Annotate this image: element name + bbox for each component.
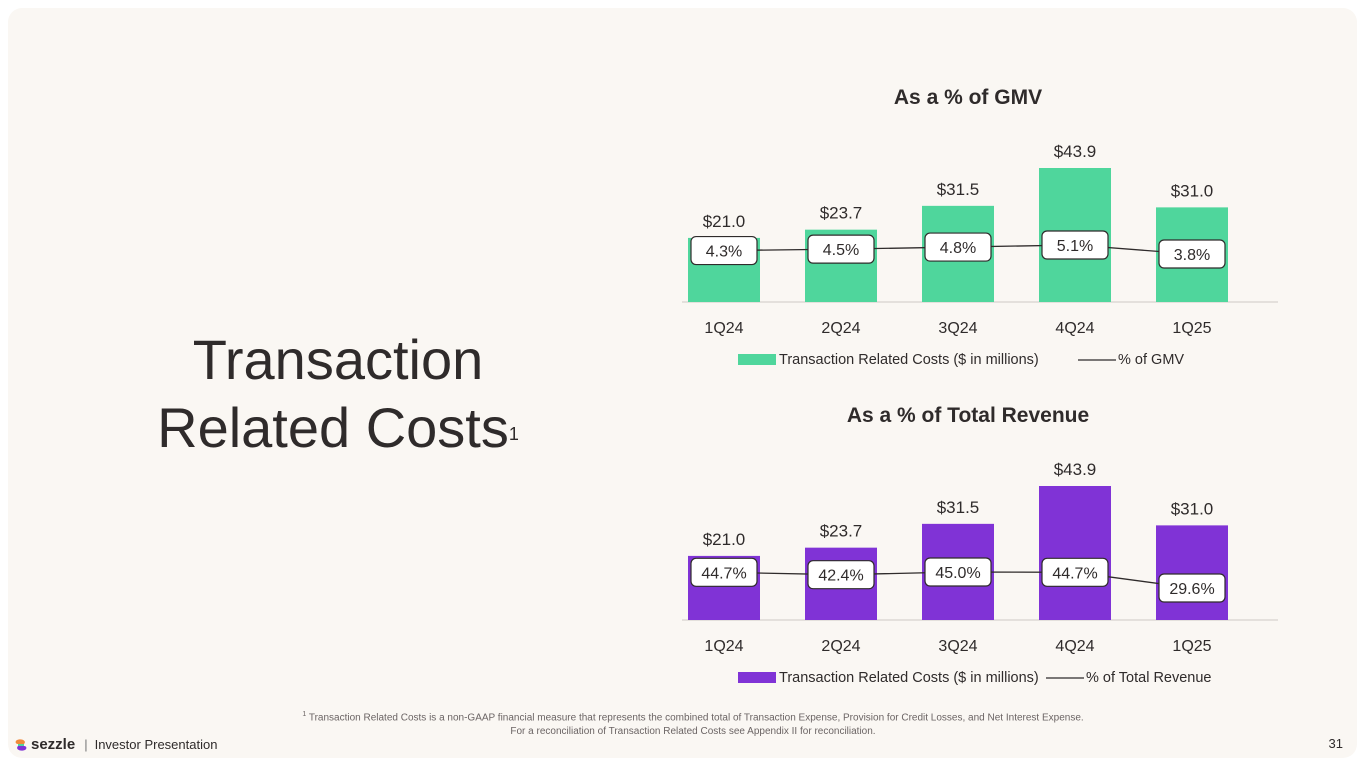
bar-value-label: $31.5 bbox=[937, 498, 980, 517]
title-footnote-marker: 1 bbox=[508, 424, 519, 444]
line-point-box bbox=[924, 232, 992, 262]
line-point-box bbox=[1158, 573, 1226, 603]
page-number: 31 bbox=[1328, 736, 1343, 751]
line-point-label: 4.3% bbox=[706, 244, 742, 261]
legend-line-label: % of GMV bbox=[1118, 352, 1184, 368]
line-point-box bbox=[807, 560, 875, 590]
line-point-box bbox=[1158, 239, 1226, 269]
legend-bar-label: Transaction Related Costs ($ in millions… bbox=[779, 670, 1039, 686]
x-tick-label: 1Q24 bbox=[704, 320, 743, 337]
bar-value-label: $23.7 bbox=[820, 522, 863, 541]
bar-value-label: $21.0 bbox=[703, 212, 746, 231]
line-point-label: 29.6% bbox=[1169, 581, 1214, 598]
x-tick-label: 4Q24 bbox=[1055, 320, 1094, 337]
legend-bar-swatch bbox=[738, 354, 776, 365]
line-point-box bbox=[690, 557, 758, 587]
legend-bar-label: Transaction Related Costs ($ in millions… bbox=[779, 352, 1039, 368]
footnote-line-2: For a reconciliation of Transaction Rela… bbox=[510, 726, 876, 738]
bar-value-label: $43.9 bbox=[1054, 142, 1097, 161]
slide: Transaction Related Costs1 As a % of GMV… bbox=[8, 8, 1357, 758]
gmv-chart-svg: $21.0 1Q24 $23.7 2Q24 $31.5 3Q24 $43.9 4Q24 $31.… bbox=[682, 142, 1278, 368]
slide-title: Transaction Related Costs1 bbox=[148, 326, 528, 462]
x-tick-label: 2Q24 bbox=[821, 638, 860, 655]
line-point-box bbox=[1041, 557, 1109, 587]
x-tick-label: 3Q24 bbox=[938, 320, 977, 337]
line-point-box bbox=[1041, 230, 1109, 260]
bar-value-label: $31.5 bbox=[937, 180, 980, 199]
footnote: 1 Transaction Related Costs is a non-GAA… bbox=[208, 708, 1178, 739]
title-line-1: Transaction bbox=[192, 328, 484, 391]
x-tick-label: 3Q24 bbox=[938, 638, 977, 655]
revenue-chart-title: As a % of Total Revenue bbox=[846, 404, 1090, 427]
bar-1q25 bbox=[1156, 525, 1228, 620]
bar-4q24 bbox=[1039, 486, 1111, 620]
line-point-label: 45.0% bbox=[935, 565, 980, 582]
bar-value-label: $31.0 bbox=[1171, 499, 1214, 518]
line-point-label: 44.7% bbox=[1052, 565, 1097, 582]
footnote-text-1: Transaction Related Costs is a non-GAAP … bbox=[308, 712, 1084, 724]
footnote-marker: 1 bbox=[302, 711, 307, 718]
line-point-label: 42.4% bbox=[818, 568, 863, 585]
gmv-chart: As a % of GMV $21.0 1Q24 $23.7 2Q24 $31.5 3Q2… bbox=[648, 80, 1288, 380]
revenue-chart-svg: $21.0 1Q24 $23.7 2Q24 $31.5 3Q24 $43.9 4Q24 $31.… bbox=[682, 460, 1278, 686]
footer-label: Investor Presentation bbox=[94, 737, 218, 752]
x-tick-label: 4Q24 bbox=[1055, 638, 1094, 655]
footnote-line-1: 1 Transaction Related Costs is a non-GAA… bbox=[208, 708, 1178, 725]
title-line-2-text: Related Costs bbox=[157, 396, 509, 459]
line-point-box bbox=[690, 235, 758, 266]
line-point-label: 3.8% bbox=[1174, 247, 1210, 264]
bar-value-label: $23.7 bbox=[820, 204, 863, 223]
brand-name: sezzle bbox=[31, 736, 76, 753]
line-point-box bbox=[807, 234, 875, 264]
x-tick-label: 1Q25 bbox=[1172, 638, 1211, 655]
legend-bar-swatch bbox=[738, 672, 776, 683]
legend-line-label: % of Total Revenue bbox=[1086, 670, 1211, 686]
sezzle-logo-icon bbox=[14, 738, 28, 752]
bar-value-label: $43.9 bbox=[1054, 460, 1097, 479]
line-point-label: 4.8% bbox=[940, 240, 976, 257]
line-point-label: 44.7% bbox=[701, 565, 746, 582]
title-line-2: Related Costs1 bbox=[148, 394, 528, 462]
gmv-chart-title: As a % of GMV bbox=[893, 86, 1043, 109]
line-point-box bbox=[924, 557, 992, 587]
line-point-label: 5.1% bbox=[1057, 238, 1093, 255]
x-tick-label: 1Q25 bbox=[1172, 320, 1211, 337]
footer-separator: | bbox=[84, 737, 88, 752]
revenue-chart: As a % of Total Revenue $21.0 1Q24 $23.7 2Q… bbox=[648, 398, 1288, 698]
line-point-label: 4.5% bbox=[823, 242, 859, 259]
footer: sezzle | Investor Presentation bbox=[14, 736, 217, 753]
x-tick-label: 1Q24 bbox=[704, 638, 743, 655]
bar-value-label: $31.0 bbox=[1171, 181, 1214, 200]
bar-value-label: $21.0 bbox=[703, 530, 746, 549]
x-tick-label: 2Q24 bbox=[821, 320, 860, 337]
